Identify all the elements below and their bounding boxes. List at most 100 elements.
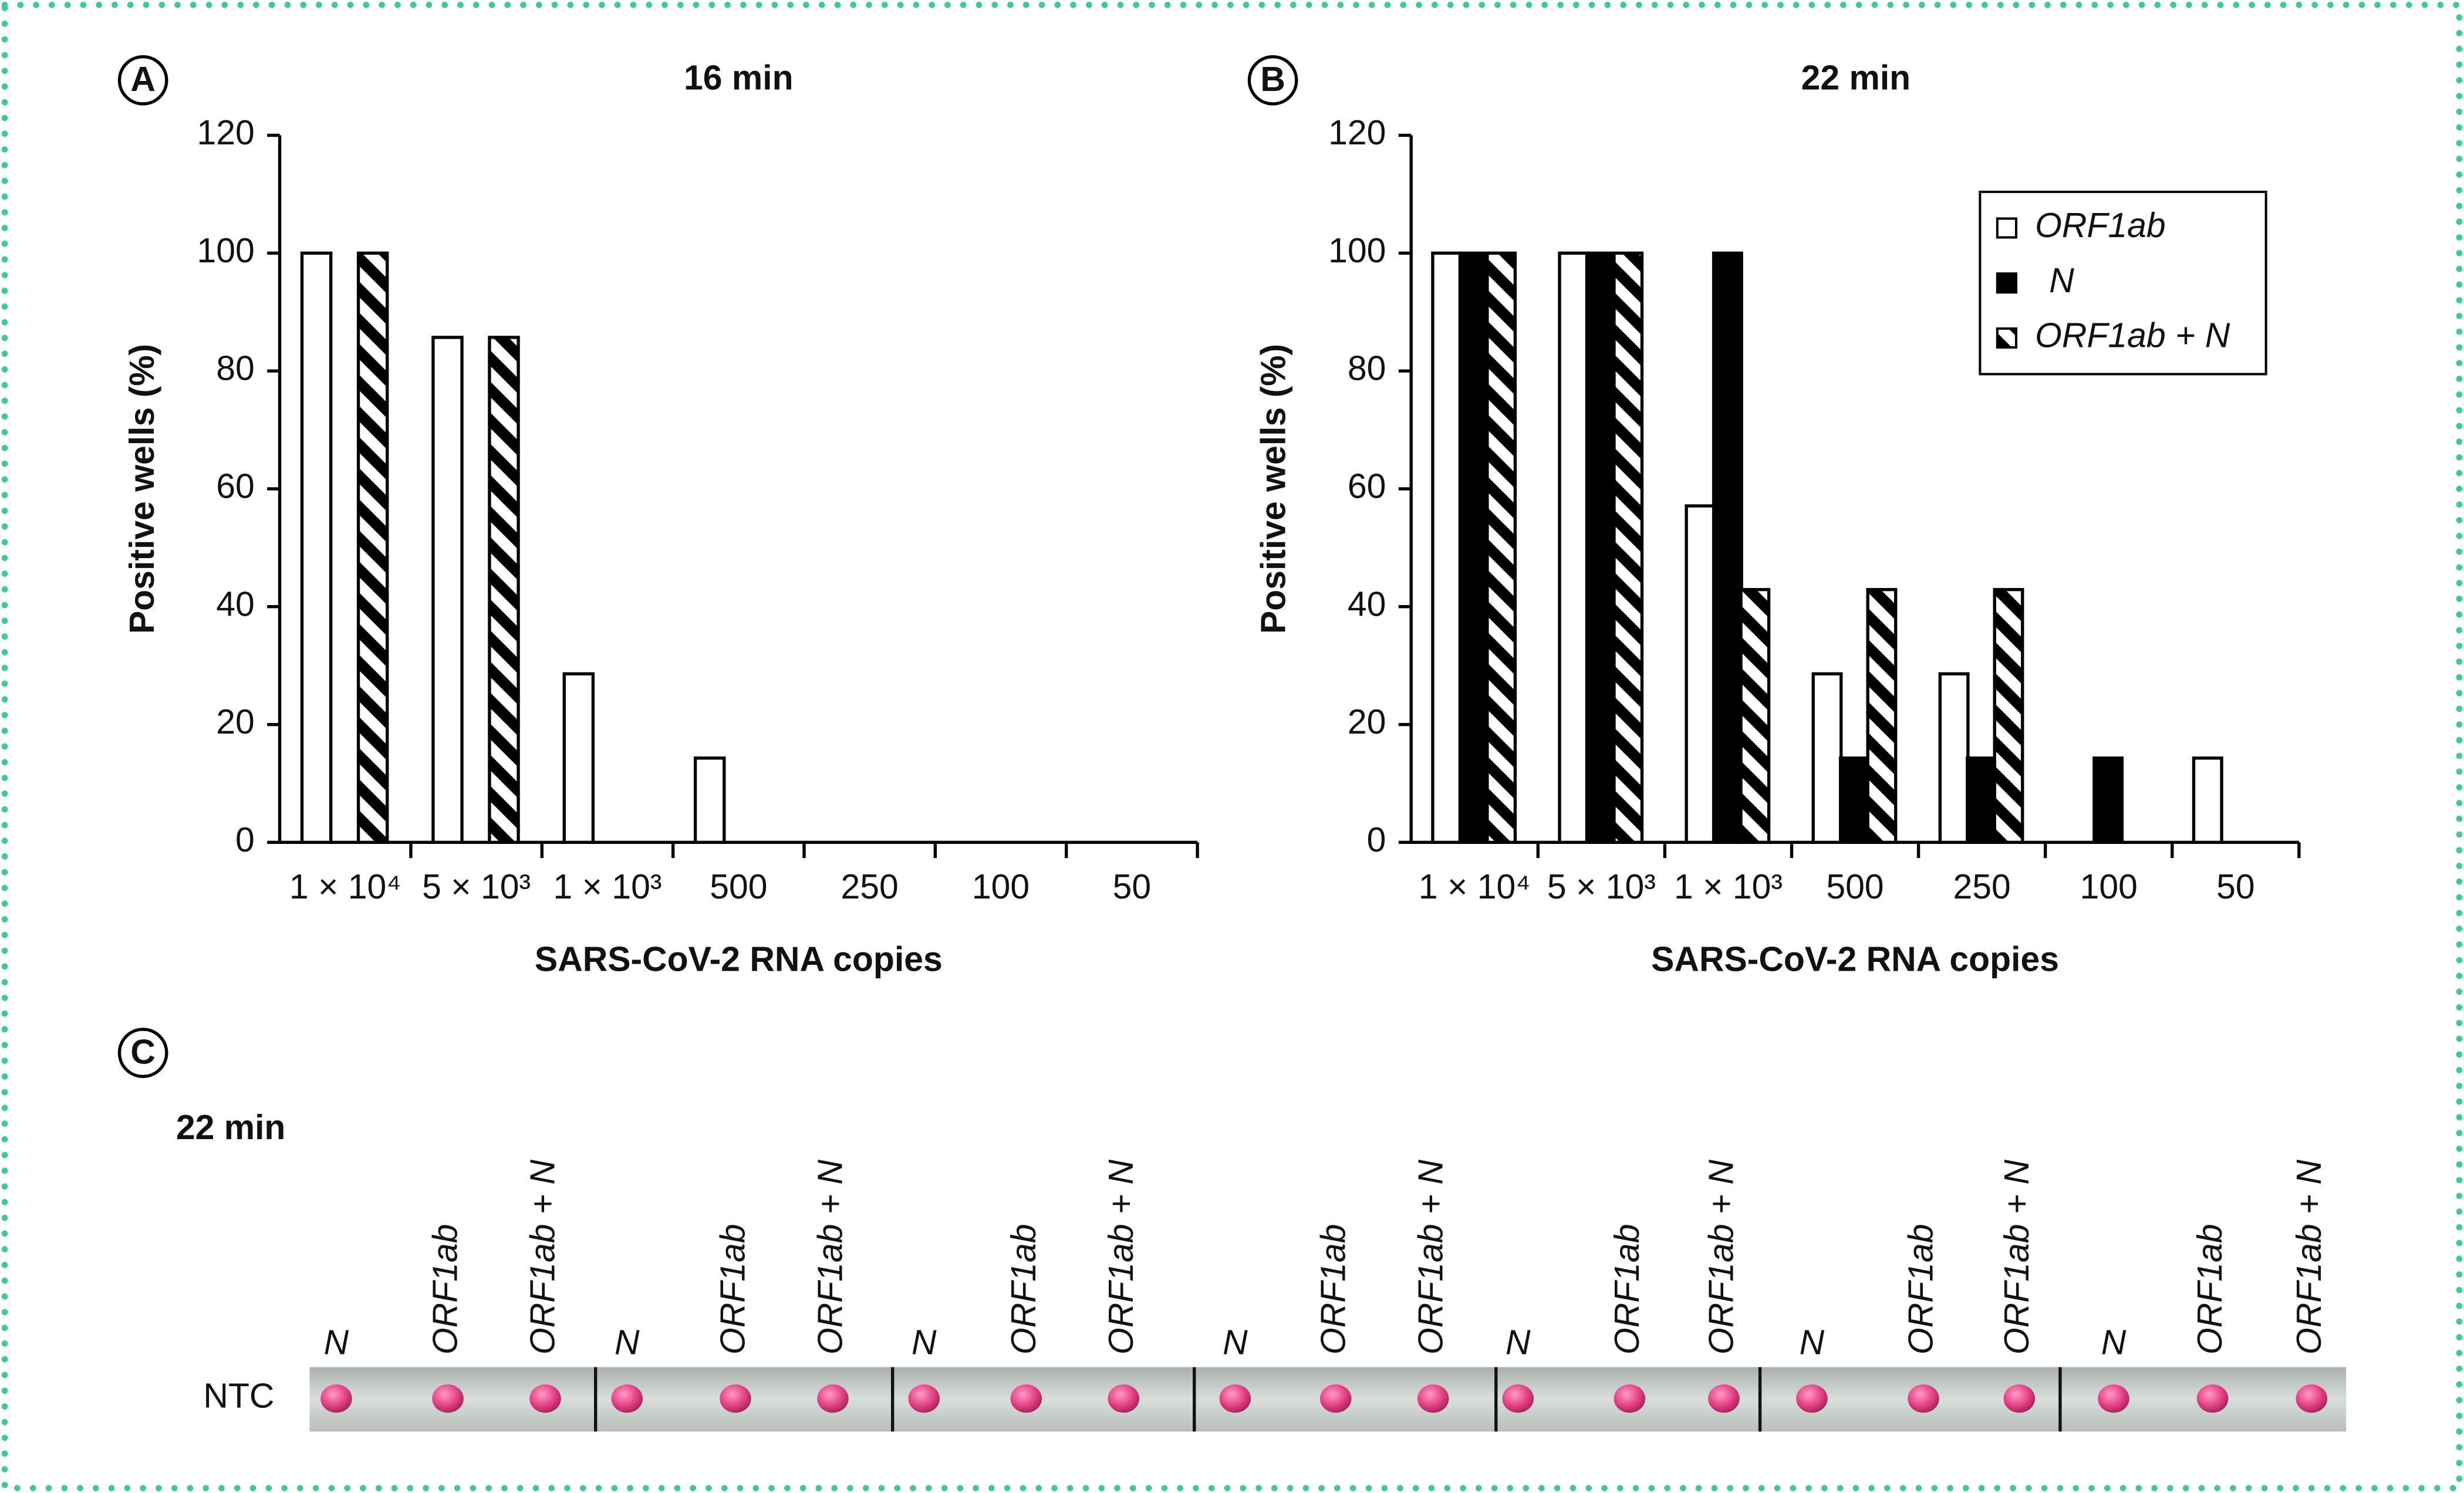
column-label: ORF1ab — [427, 1224, 465, 1355]
well-drop — [2196, 1384, 2229, 1413]
well-drop — [1417, 1384, 1449, 1413]
column-label: ORF1ab + N — [2290, 1159, 2328, 1354]
well-drop — [2003, 1384, 2036, 1413]
bar — [1458, 251, 1490, 844]
bar — [1612, 251, 1644, 844]
well-drop — [1614, 1384, 1646, 1413]
column-label: ORF1ab — [1902, 1224, 1940, 1355]
bar — [562, 672, 595, 844]
y-axis-label: Positive wells (%) — [1255, 344, 1293, 634]
x-tick-label: 50 — [1113, 868, 1152, 906]
x-tick-label: 1 × 10³ — [1674, 868, 1783, 906]
x-tick-label: 1 × 10³ — [553, 868, 661, 906]
y-tick-label: 40 — [216, 585, 255, 623]
well-drop — [1708, 1384, 1740, 1413]
column-label: N — [1800, 1324, 1825, 1362]
well-drop — [1796, 1384, 1828, 1413]
bar — [1966, 756, 1997, 844]
column-label: N — [1506, 1324, 1531, 1362]
column-label: ORF1ab — [2191, 1224, 2229, 1355]
legend-label: ORF1ab — [2035, 207, 2166, 245]
panel-badge — [1247, 55, 1298, 106]
y-axis-label: Positive wells (%) — [123, 344, 161, 634]
bar — [1938, 672, 1970, 844]
well-drop — [817, 1384, 849, 1413]
well-drop — [432, 1384, 464, 1413]
panel-label: A — [130, 60, 156, 99]
bar — [2092, 756, 2124, 844]
column-label: N — [2101, 1324, 2127, 1362]
column-label: ORF1ab + N — [1412, 1159, 1450, 1354]
column-label: ORF1ab + N — [524, 1159, 562, 1354]
panel-label: C — [130, 1033, 156, 1071]
x-tick-label: 1 × 10⁴ — [289, 868, 401, 906]
well-drop — [611, 1384, 643, 1413]
y-tick-label: 0 — [235, 821, 255, 859]
y-tick-label: 120 — [197, 114, 254, 152]
y-tick-label: 80 — [1348, 350, 1386, 388]
bar — [1839, 756, 1870, 844]
column-label: ORF1ab — [1314, 1224, 1352, 1355]
well-drop — [1908, 1384, 1939, 1413]
column-label: ORF1ab + N — [812, 1159, 850, 1354]
y-tick-label: 60 — [1348, 467, 1386, 505]
legend-label: ORF1ab + N — [2035, 316, 2230, 354]
column-label: ORF1ab — [1608, 1224, 1646, 1355]
y-tick-label: 20 — [216, 703, 255, 741]
legend-swatch — [1996, 217, 2017, 239]
well-drop — [320, 1384, 352, 1413]
well-drop — [2296, 1384, 2328, 1413]
bar — [488, 336, 520, 844]
x-axis-label: SARS-CoV-2 RNA copies — [535, 940, 943, 978]
well-drop — [2098, 1384, 2129, 1413]
panel-title: 22 min — [176, 1109, 286, 1147]
x-tick-label: 5 × 10³ — [422, 868, 531, 906]
bar — [693, 756, 726, 844]
well-photo — [309, 1367, 2347, 1432]
column-label: ORF1ab — [714, 1224, 752, 1355]
y-tick-label: 80 — [216, 350, 255, 388]
bar — [1712, 251, 1743, 844]
column-label: ORF1ab — [1005, 1224, 1043, 1355]
bar — [1685, 504, 1716, 844]
panel-badge — [117, 55, 168, 106]
y-tick-label: 120 — [1328, 114, 1386, 152]
x-tick-label: 250 — [1953, 868, 2011, 906]
legend-swatch — [1996, 327, 2017, 349]
y-tick-label: 100 — [1328, 232, 1386, 270]
y-tick-label: 40 — [1348, 585, 1386, 623]
bar — [1558, 251, 1589, 844]
well-drop — [1108, 1384, 1140, 1413]
bar — [2192, 756, 2223, 844]
well-drop — [529, 1384, 561, 1413]
column-label: N — [615, 1324, 640, 1362]
well-drop — [720, 1384, 751, 1413]
y-tick-label: 0 — [1367, 821, 1386, 859]
chart-title: 16 min — [684, 59, 794, 97]
bar — [1585, 251, 1616, 844]
row-label: NTC — [203, 1377, 274, 1416]
x-tick-label: 500 — [1826, 868, 1884, 906]
column-label: N — [912, 1324, 937, 1362]
x-tick-label: 50 — [2216, 868, 2255, 906]
legend-swatch — [1996, 272, 2017, 294]
legend-label: N — [2049, 262, 2074, 300]
panel-label: B — [1260, 60, 1285, 99]
x-tick-label: 250 — [841, 868, 899, 906]
bar — [1486, 251, 1517, 844]
y-tick-label: 60 — [216, 467, 255, 505]
well-drop — [1502, 1384, 1534, 1413]
bar — [1993, 587, 2024, 844]
column-label: N — [1223, 1324, 1248, 1362]
panel-badge — [117, 1028, 168, 1078]
x-tick-label: 1 × 10⁴ — [1419, 868, 1531, 906]
bar — [1431, 251, 1463, 844]
y-tick-label: 100 — [197, 232, 254, 270]
bar — [1811, 672, 1843, 844]
column-label: ORF1ab + N — [1102, 1159, 1140, 1354]
column-label: ORF1ab + N — [1703, 1159, 1741, 1354]
x-axis-label: SARS-CoV-2 RNA copies — [1651, 940, 2059, 978]
bar — [300, 251, 333, 844]
